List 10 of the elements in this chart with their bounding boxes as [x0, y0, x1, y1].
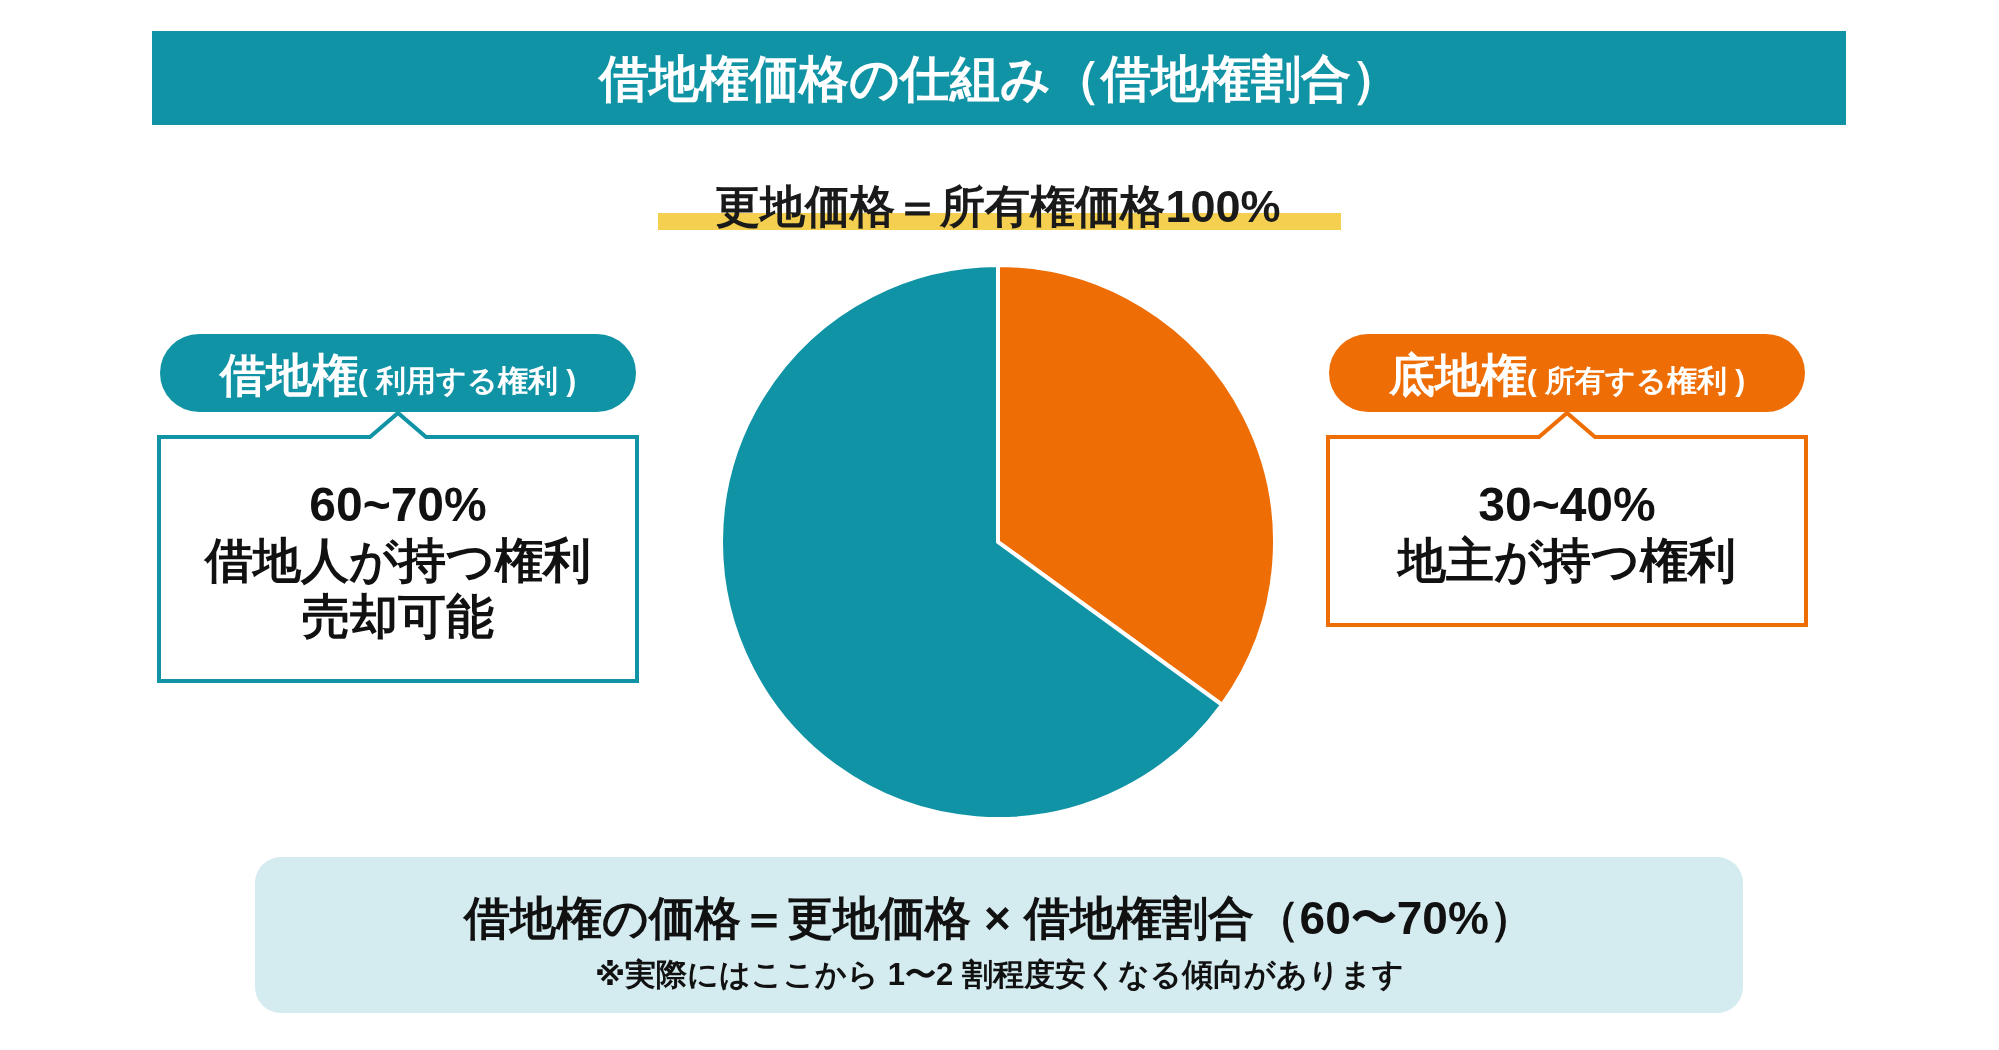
text: 売却可能	[302, 590, 494, 643]
text: 借地権の価格＝更地価格 × 借地権割合（60〜70%）	[462, 892, 1535, 944]
chart-title: 借地権価格の仕組み（借地権割合）	[596, 51, 1401, 107]
text: 60~70%	[309, 478, 487, 531]
text: 地主が持つ権利	[1396, 534, 1736, 587]
text: 借地人が持つ権利	[203, 534, 591, 587]
slice-label: 底地権( 所有する権利 )	[1387, 349, 1746, 401]
slice-label: 借地権( 利用する権利 )	[217, 349, 577, 401]
text: 30~40%	[1478, 478, 1656, 531]
text: ※実際にはここから 1〜2 割程度安くなる傾向があります	[595, 957, 1404, 992]
